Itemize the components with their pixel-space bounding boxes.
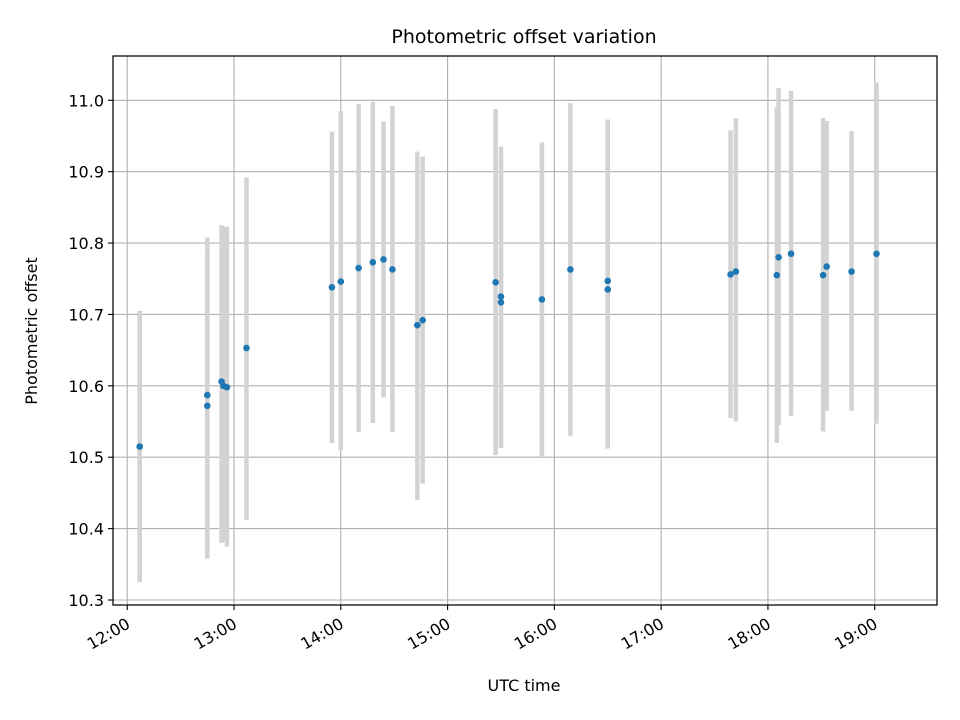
data-point	[497, 293, 505, 300]
data-point	[787, 250, 795, 258]
y-axis-label: Photometric offset	[22, 257, 41, 405]
data-point	[389, 266, 396, 273]
y-tick-label: 11.0	[68, 91, 104, 110]
data-point	[823, 263, 830, 270]
data-point	[380, 256, 387, 263]
y-tick-label: 10.7	[68, 305, 104, 324]
data-point	[727, 271, 734, 278]
data-point	[243, 344, 250, 352]
data-point	[538, 296, 546, 303]
data-point	[204, 402, 211, 410]
data-point	[369, 259, 377, 266]
grid-layer	[113, 56, 937, 605]
tick-layer: 12:00 13:00 14:00 15:00 16:00 17:00 18:00 19:00…	[68, 91, 880, 653]
data-point	[136, 443, 143, 450]
plot-frame	[112, 55, 938, 606]
data-point	[732, 268, 740, 275]
data-point	[497, 299, 505, 306]
data-point	[223, 383, 231, 391]
y-tick-label: 10.4	[68, 520, 104, 539]
data-point	[204, 391, 211, 399]
data-point	[773, 271, 781, 279]
y-tick-label: 10.9	[68, 163, 104, 182]
data-point	[775, 254, 782, 261]
x-axis-label: UTC time	[488, 676, 561, 695]
data-point	[873, 250, 880, 258]
data-point	[604, 277, 612, 285]
data-point	[604, 286, 612, 293]
y-tick-label: 10.3	[68, 591, 104, 610]
y-tick-label: 10.5	[68, 448, 104, 467]
data-point	[337, 278, 345, 285]
chart-title: Photometric offset variation	[391, 26, 656, 48]
data-point	[492, 279, 499, 286]
data-point	[355, 264, 362, 272]
data-point	[567, 266, 574, 273]
y-tick-label: 10.8	[68, 234, 104, 253]
data-point	[419, 316, 426, 324]
data-point	[848, 268, 855, 275]
y-tick-label: 10.6	[68, 377, 104, 396]
data-point	[819, 271, 827, 279]
data-point	[328, 284, 336, 291]
marker-layer	[136, 250, 880, 450]
data-point	[414, 321, 421, 329]
